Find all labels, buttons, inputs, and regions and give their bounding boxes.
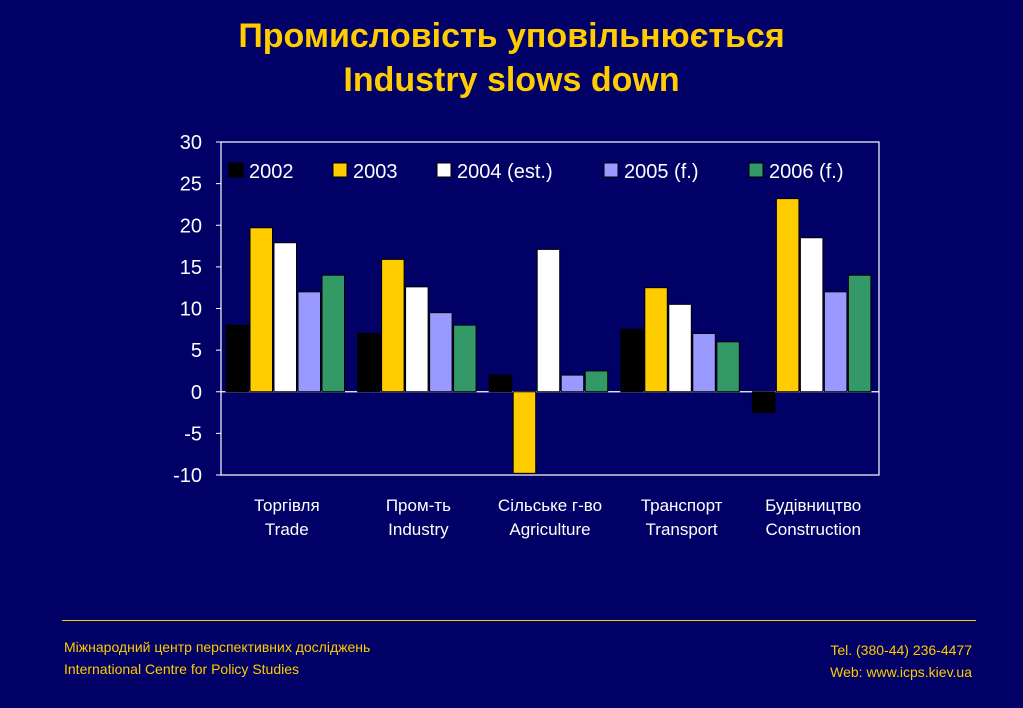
- y-tick-label: 15: [180, 257, 202, 279]
- footer-organization: Міжнародний центр перспективних дослідже…: [64, 636, 370, 680]
- legend-label: 2006 (f.): [769, 161, 843, 183]
- footer-divider: [62, 620, 976, 621]
- footer-contacts: Tel. (380-44) 236-4477 Web: www.icps.kie…: [830, 639, 972, 683]
- bar: [381, 258, 405, 393]
- bar: [321, 274, 345, 393]
- slide-title: Промисловість уповільнюється Industry sl…: [0, 14, 1023, 102]
- bar: [751, 391, 776, 414]
- category-label: Пром-ть: [386, 496, 451, 515]
- footer-phone: Tel. (380-44) 236-4477: [830, 642, 972, 658]
- legend-swatch: [332, 162, 348, 178]
- bar: [249, 227, 273, 393]
- bar: [644, 287, 668, 393]
- category-label: Agriculture: [509, 520, 590, 539]
- y-tick-label: 0: [191, 382, 202, 404]
- legend-label: 2002: [249, 161, 294, 183]
- y-tick-label: 10: [180, 299, 202, 321]
- bar: [536, 248, 561, 393]
- bar: [668, 303, 692, 393]
- category-label: Транспорт: [641, 496, 723, 515]
- bar: [453, 324, 477, 393]
- bar: [273, 242, 297, 393]
- bar: [225, 324, 249, 393]
- bar: [512, 391, 537, 474]
- category-label: Сільське г-во: [498, 496, 602, 515]
- category-label: Construction: [765, 520, 860, 539]
- legend-swatch: [603, 162, 619, 178]
- category-label: Transport: [646, 520, 718, 539]
- category-label: Торгівля: [254, 496, 320, 515]
- legend-swatch: [228, 162, 244, 178]
- bar: [584, 370, 609, 393]
- bar: [823, 291, 848, 393]
- bar: [716, 341, 740, 393]
- bar: [429, 312, 453, 393]
- footer-org-english: International Centre for Policy Studies: [64, 661, 300, 677]
- bar: [357, 332, 381, 393]
- y-tick-label: 20: [180, 215, 202, 237]
- title-english: Industry slows down: [343, 61, 680, 99]
- category-label: Будівництво: [765, 496, 861, 515]
- bar: [799, 237, 824, 393]
- bar: [405, 286, 429, 393]
- category-label: Industry: [388, 520, 449, 539]
- category-label: Trade: [265, 520, 309, 539]
- y-tick-label: 25: [180, 174, 202, 196]
- y-tick-label: -10: [173, 465, 202, 487]
- y-tick-label: -5: [184, 423, 202, 445]
- legend-swatch: [436, 162, 452, 178]
- title-ukrainian: Промисловість уповільнюється: [238, 17, 785, 55]
- y-tick-label: 30: [180, 132, 202, 154]
- legend-label: 2003: [353, 161, 398, 183]
- y-tick-label: 5: [191, 340, 202, 362]
- bar: [775, 198, 800, 393]
- bar: [488, 374, 513, 393]
- footer-website: Web: www.icps.kiev.ua: [830, 664, 972, 680]
- bar: [560, 374, 585, 393]
- bar: [620, 328, 644, 393]
- legend-label: 2004 (est.): [457, 161, 553, 183]
- bar: [847, 274, 872, 393]
- bar: [692, 332, 716, 393]
- footer-org-ukrainian: Міжнародний центр перспективних дослідже…: [64, 639, 371, 655]
- bar: [297, 291, 321, 393]
- legend-label: 2005 (f.): [624, 161, 698, 183]
- legend-swatch: [748, 162, 764, 178]
